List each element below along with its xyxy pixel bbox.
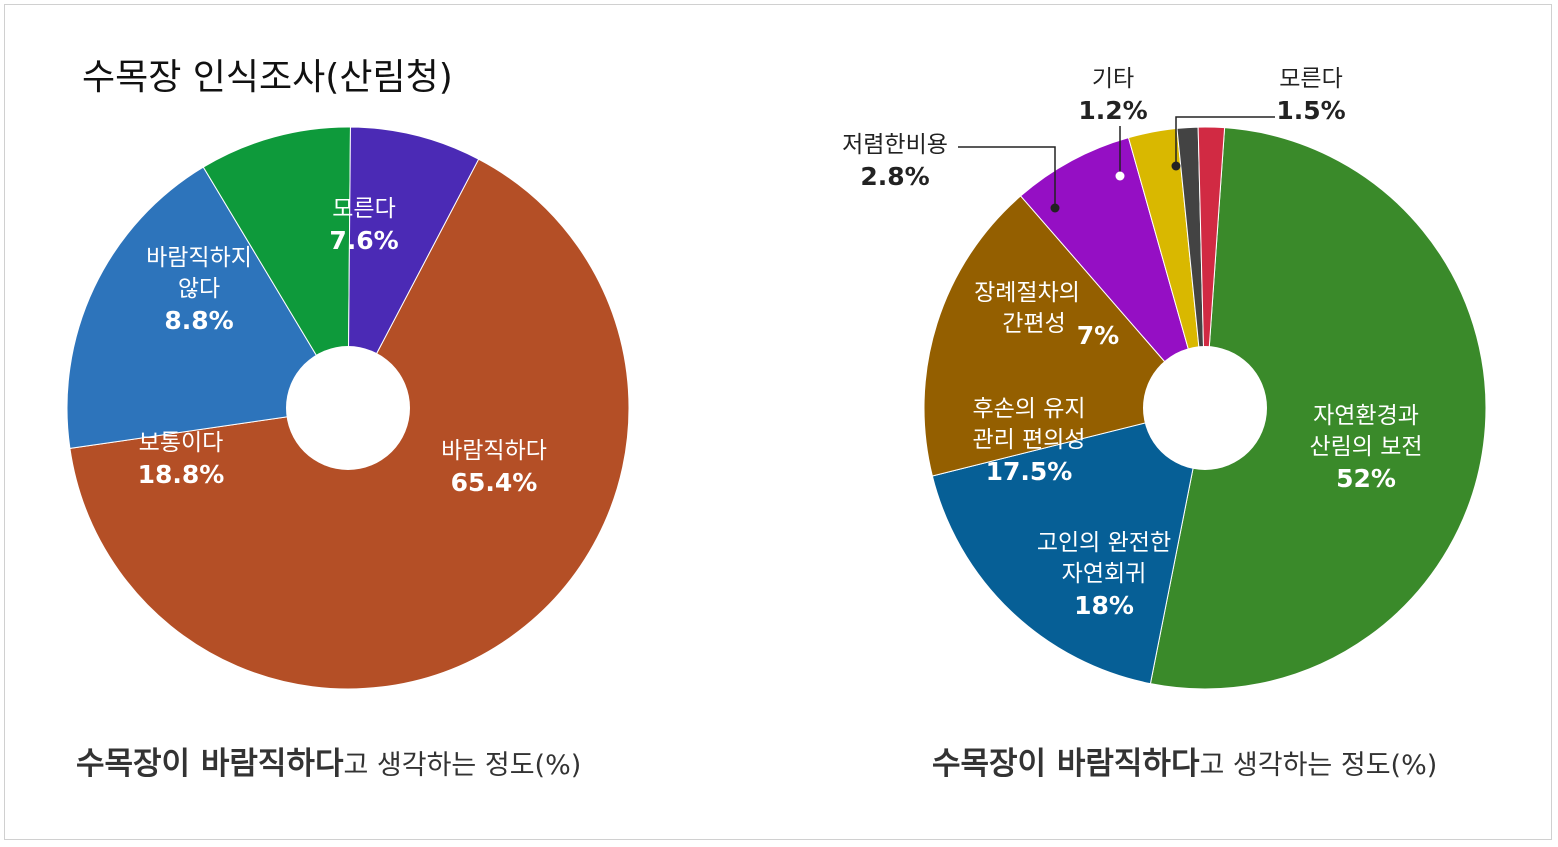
chart2-label-4: 간편성 xyxy=(1002,311,1065,337)
chart2-leader-dot-5 xyxy=(1050,203,1060,213)
chart1-label-4: 모른다 xyxy=(332,196,395,222)
chart2-value-5: 2.8% xyxy=(860,162,929,191)
chart1-value-1: 65.4% xyxy=(451,468,538,497)
chart2-leader-dot-6 xyxy=(1115,171,1125,181)
chart2-slice-1 xyxy=(1149,127,1487,690)
chart2-slice-4 xyxy=(1019,137,1206,409)
page-title: 수목장 인식조사(산림청) xyxy=(82,57,453,98)
chart2-value-2: 18% xyxy=(1074,591,1134,620)
chart2-label-2: 고인의 완전한 xyxy=(1037,530,1171,556)
chart1-value-4: 7.6% xyxy=(329,226,398,255)
chart2-label-2: 자연회귀 xyxy=(1062,561,1147,587)
chart2-center-hole xyxy=(1143,346,1267,470)
chart2-value-3: 17.5% xyxy=(986,457,1073,486)
chart2-value-4: 7% xyxy=(1077,321,1119,350)
chart2-slice-7 xyxy=(1197,126,1226,409)
chart2-label-4: 장례절차의 xyxy=(974,280,1080,306)
right-caption-bold: 수목장이 바람직하다 xyxy=(932,746,1200,782)
left-caption-bold: 수목장이 바람직하다 xyxy=(76,746,344,782)
right-caption-rest: 고 생각하는 정도(%) xyxy=(1199,750,1438,781)
right-chart-caption: 수목장이 바람직하다고 생각하는 정도(%) xyxy=(932,738,1437,783)
chart1-slice-3 xyxy=(202,126,351,410)
chart2-value-1: 52% xyxy=(1336,464,1396,493)
chart2-label-5: 저렴한비용 xyxy=(842,132,948,158)
chart2-leader-7 xyxy=(1175,116,1275,166)
chart1-label-3: 않다 xyxy=(178,276,220,302)
chart1-value-2: 18.8% xyxy=(138,460,225,489)
chart2-label-1: 자연환경과 xyxy=(1313,403,1419,429)
chart2-value-7: 1.5% xyxy=(1276,96,1345,125)
chart1-center-hole xyxy=(286,346,410,470)
chart2-label-6: 기타 xyxy=(1092,66,1134,92)
chart2-label-3: 후손의 유지 xyxy=(972,396,1085,422)
chart1-label-2: 보통이다 xyxy=(139,430,224,456)
chart1-label-1: 바람직하다 xyxy=(441,438,547,464)
chart2-slice-2 xyxy=(931,407,1206,685)
chart2-slice-3 xyxy=(923,195,1206,477)
chart1-label-3: 바람직하지 xyxy=(146,245,252,271)
chart2-label-1: 산림의 보전 xyxy=(1309,434,1422,460)
chart2-label-3: 관리 편의성 xyxy=(972,427,1085,453)
chart1-value-3: 8.8% xyxy=(164,306,233,335)
chart1-slice-4 xyxy=(347,126,480,409)
chart2-value-6: 1.2% xyxy=(1078,96,1147,125)
chart2-leader-5 xyxy=(958,146,1056,208)
left-caption-rest: 고 생각하는 정도(%) xyxy=(343,750,582,781)
left-chart-caption: 수목장이 바람직하다고 생각하는 정도(%) xyxy=(76,738,581,783)
chart2-label-7: 모른다 xyxy=(1279,66,1342,92)
chart2-leader-dot-7 xyxy=(1171,161,1181,171)
chart1-slice-2 xyxy=(66,166,349,449)
